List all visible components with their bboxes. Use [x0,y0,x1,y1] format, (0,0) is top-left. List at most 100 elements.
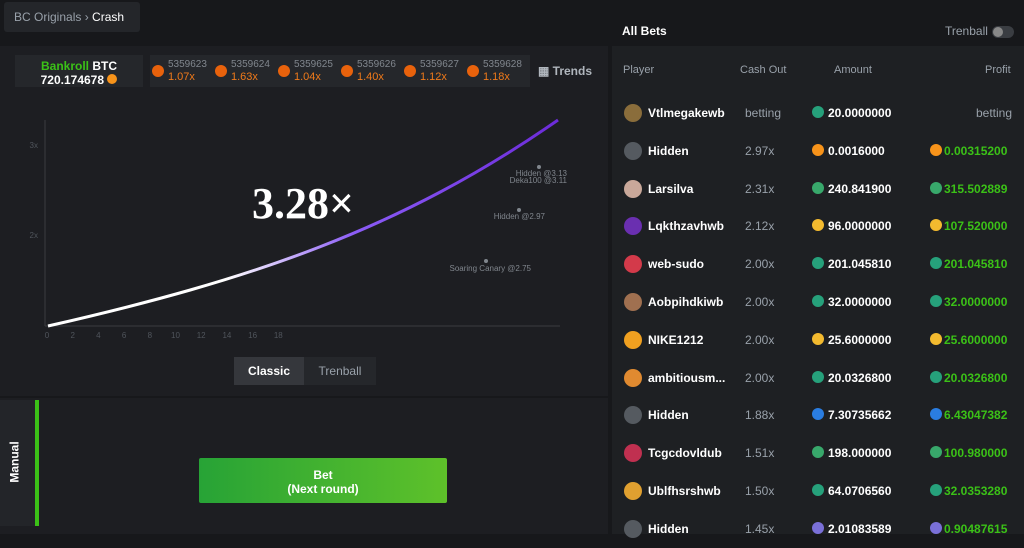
player: Lqkthzavhwb [648,219,725,234]
cashout-label: Hidden @3.13 [516,169,568,178]
avatar [624,293,642,311]
manual-label: Manual [7,441,22,483]
cashout: 1.88x [745,408,775,423]
bankroll-currency: BTC [92,59,118,73]
avatar [624,179,642,198]
bet-button[interactable]: Bet (Next round) [199,458,447,503]
player: ambitiousm... [648,370,726,385]
avatar [624,104,642,122]
coin [930,181,942,194]
profit: 32.0000000 [944,295,1008,309]
profit: 107.520000 [944,219,1008,234]
coin [930,332,942,345]
profit: 32.0353280 [944,484,1008,498]
x-label: 18 [274,331,283,340]
profit: 20.0326800 [944,370,1008,385]
profit: 0.90487615 [944,521,1008,536]
profit: 100.980000 [944,446,1008,461]
profit: 25.6000000 [944,332,1008,347]
cashout: 1.50x [745,484,775,498]
coin [930,295,942,307]
col-header: Cash Out [740,64,787,76]
cashout: 1.51x [745,446,775,461]
amount: 20.0000000 [828,106,892,120]
player: Aobpihdkiwb [648,295,724,309]
history-dot [215,65,227,77]
x-label: 8 [148,331,153,340]
history-id: 5359625 [294,59,333,70]
avatar [624,519,642,538]
x-label: 2 [70,331,75,340]
bet-row: Hidden 1.45x 2.01083589 0.90487615 [612,510,1024,548]
history-mult: 1.04x [294,71,321,83]
profit: 315.502889 [944,181,1008,196]
bets-title: All Bets [622,24,667,38]
x-label: 12 [197,331,206,340]
history-dot [278,65,290,77]
bet-row: ambitiousm... 2.00x 20.0326800 20.0326800 [612,359,1024,397]
bankroll: Bankroll BTC 720.174678 [15,55,143,87]
history-dot [341,65,353,77]
profit: betting [975,106,1012,120]
amount: 64.0706560 [828,484,892,498]
bankroll-value: 720.174678 [40,73,105,87]
coin [812,408,824,421]
coin [930,408,942,421]
toggle-label: Trenball [945,24,988,38]
avatar [624,444,642,463]
tab[interactable]: Classic [234,357,304,385]
col-header: Amount [834,64,872,76]
y-label: 3x [30,141,38,150]
avatar [624,141,642,160]
amount: 96.0000000 [828,219,892,234]
toggle[interactable] [992,26,1014,38]
bet-sub: (Next round) [287,482,359,496]
player: Hidden [648,408,689,423]
cashout-label: Soaring Canary @2.75 [450,264,532,273]
crumb[interactable]: BC Originals [14,10,82,24]
history-id: 5359623 [168,59,207,70]
coin [812,370,824,383]
tab[interactable]: Trenball [318,364,362,378]
avatar [624,482,642,500]
col-header: Profit [985,64,1011,76]
profit: 201.045810 [944,257,1008,272]
bet-row: Ublfhsrshwb 1.50x 64.0706560 32.0353280 [612,472,1024,510]
coin [930,521,942,534]
bet-row: Lqkthzavhwb 2.12x 96.0000000 107.520000 [612,207,1024,245]
coin [812,521,824,534]
col-header: Player [623,64,655,76]
crash-curve [47,118,559,328]
history-dot [152,65,164,77]
page: BC Originals › Crash Bankroll BTC 720.17… [0,2,1024,538]
coin [930,370,942,383]
player: Vtlmegakewb [648,106,725,120]
player: Hidden [648,143,689,158]
trends[interactable]: ▦ Trends [538,64,593,78]
coin [812,295,824,307]
player: web-sudo [648,257,704,272]
cashout-label: Hidden @2.97 [494,212,546,221]
bet-label: Bet [313,468,333,482]
avatar [624,217,642,236]
bet-row: web-sudo 2.00x 201.045810 201.045810 [612,245,1024,283]
crumb: Crash [92,10,125,24]
amount: 198.000000 [828,446,892,461]
cashout: 2.00x [745,295,775,309]
x-label: 16 [248,331,257,340]
mode-tabs: Classic Trenball [234,357,376,385]
avatar [624,330,642,349]
manual-tab[interactable] [0,400,39,526]
trends-label: Trends [552,64,593,78]
bet-row: Aobpihdkiwb 2.00x 32.0000000 32.0000000 [612,283,1024,321]
bet-row: Larsilva 2.31x 240.841900 315.502889 [612,170,1024,208]
bet-row: Hidden 2.97x 0.0016000 0.00315200 [612,132,1024,170]
x-label: 0 [45,331,50,340]
cashout: betting [745,106,782,120]
history-id: 5359627 [420,59,459,70]
avatar [624,368,642,387]
cashout: 2.00x [745,332,775,347]
amount: 240.841900 [828,181,892,196]
coin [812,257,824,270]
coin [930,219,942,232]
